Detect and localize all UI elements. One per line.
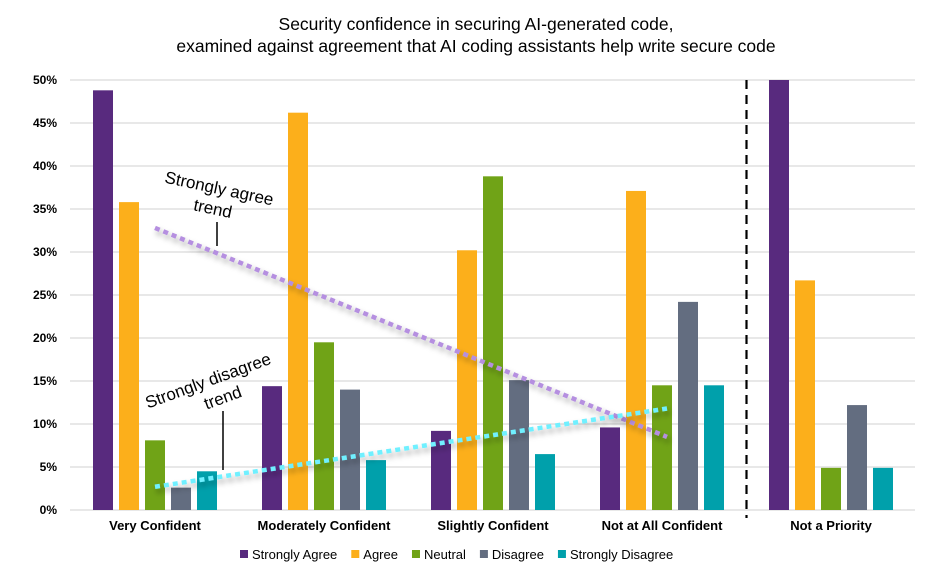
- bar-agree: [119, 202, 139, 510]
- y-tick-label: 15%: [33, 374, 57, 388]
- strongly-disagree-trendline: [154, 406, 668, 490]
- strongly-agree-trendline: [154, 225, 668, 439]
- x-category-label: Slightly Confident: [437, 518, 549, 533]
- bar-disagree: [678, 301, 698, 510]
- y-tick-label: 25%: [33, 288, 57, 302]
- y-tick-label: 50%: [33, 73, 57, 87]
- y-tick-label: 5%: [40, 460, 58, 474]
- bar-agree: [457, 250, 477, 510]
- bar-neutral: [314, 342, 334, 510]
- x-category-label: Not at All Confident: [602, 518, 724, 533]
- bar-strongly-disagree: [873, 467, 893, 510]
- y-tick-label: 40%: [33, 159, 57, 173]
- bar-strongly-disagree: [366, 460, 386, 510]
- bar-disagree: [847, 405, 867, 510]
- legend-label: Strongly Disagree: [570, 547, 673, 562]
- bar-neutral: [145, 440, 165, 510]
- bar-agree: [626, 190, 646, 510]
- legend-label: Neutral: [424, 547, 466, 562]
- bar-strongly-disagree: [704, 385, 724, 510]
- legend-swatch: [479, 550, 488, 558]
- y-tick-label: 35%: [33, 202, 57, 216]
- legend-label: Agree: [363, 547, 398, 562]
- bar-strongly-agree: [262, 386, 282, 510]
- y-tick-label: 0%: [40, 503, 58, 517]
- bar-strongly-agree: [93, 90, 113, 510]
- bar-neutral: [821, 467, 841, 510]
- bar-agree: [288, 112, 308, 511]
- y-tick-label: 10%: [33, 417, 57, 431]
- legend-swatch: [351, 550, 360, 558]
- bar-strongly-agree: [769, 80, 789, 510]
- x-category-label: Moderately Confident: [258, 518, 392, 533]
- bar-strongly-disagree: [535, 454, 555, 510]
- x-category-label: Very Confident: [109, 518, 201, 533]
- bar-disagree: [340, 389, 360, 510]
- chart-subtitle: examined against agreement that AI codin…: [176, 36, 775, 56]
- bar-neutral: [483, 176, 503, 510]
- bar-strongly-agree: [431, 430, 451, 510]
- bar-agree: [795, 280, 815, 510]
- legend-label: Disagree: [492, 547, 544, 562]
- bar-disagree: [171, 487, 191, 510]
- legend-swatch: [411, 550, 420, 558]
- chart-title: Security confidence in securing AI-gener…: [279, 14, 674, 34]
- y-tick-label: 30%: [33, 245, 57, 259]
- y-tick-label: 20%: [33, 331, 57, 345]
- bar-strongly-disagree: [197, 471, 217, 510]
- bar-strongly-agree: [600, 427, 620, 510]
- legend-swatch: [557, 550, 566, 558]
- bar-neutral: [652, 385, 672, 510]
- legend-swatch: [240, 550, 248, 558]
- legend-label: Strongly Agree: [252, 547, 337, 562]
- x-category-label: Not a Priority: [790, 518, 872, 533]
- bar-disagree: [509, 380, 529, 510]
- y-tick-label: 45%: [33, 116, 57, 130]
